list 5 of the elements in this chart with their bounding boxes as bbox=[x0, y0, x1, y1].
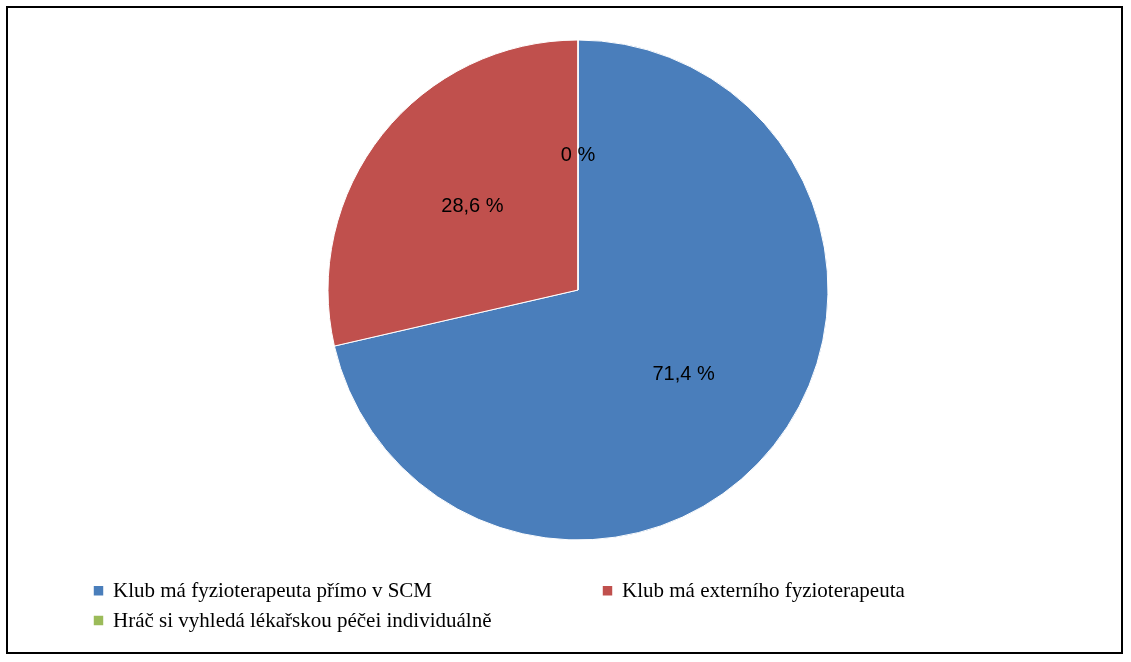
data-label: 28,6 % bbox=[441, 193, 504, 216]
legend-label: Klub má fyzioterapeuta přímo v SCM bbox=[113, 577, 433, 602]
legend-label: Klub má externího fyzioterapeuta bbox=[622, 577, 906, 602]
data-label: 71,4 % bbox=[652, 362, 715, 385]
legend-label: Hráč si vyhledá lékařskou péčei individuálně bbox=[113, 607, 492, 632]
